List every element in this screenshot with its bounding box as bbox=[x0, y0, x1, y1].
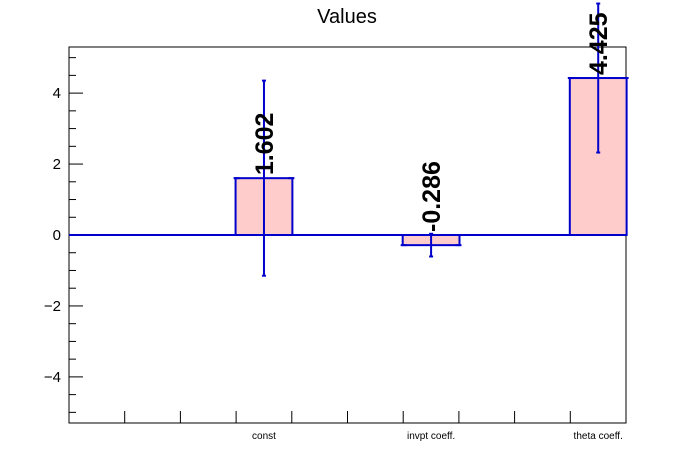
bar-value-label: 4.425 bbox=[585, 12, 613, 75]
chart-title: Values bbox=[317, 6, 377, 28]
error-bars-group bbox=[233, 2, 629, 277]
y-tick-label: 0 bbox=[53, 227, 61, 244]
bar-value-label: -0.286 bbox=[418, 161, 446, 232]
x-category-label: const bbox=[252, 431, 276, 442]
x-category-label: theta coeff. bbox=[574, 431, 623, 442]
y-axis: −4 −2 0 2 4 bbox=[44, 57, 83, 413]
bar-labels-group: const 1.602 invpt coeff. -0.286 theta coeff.… bbox=[251, 12, 623, 442]
x-category-label: invpt coeff. bbox=[407, 431, 455, 442]
y-tick-label: −2 bbox=[44, 298, 61, 315]
x-axis bbox=[124, 411, 571, 423]
y-tick-label: 4 bbox=[53, 85, 61, 102]
y-tick-label: 2 bbox=[53, 156, 61, 173]
y-tick-label: −4 bbox=[44, 369, 61, 386]
bar-value-label: 1.602 bbox=[251, 113, 279, 176]
